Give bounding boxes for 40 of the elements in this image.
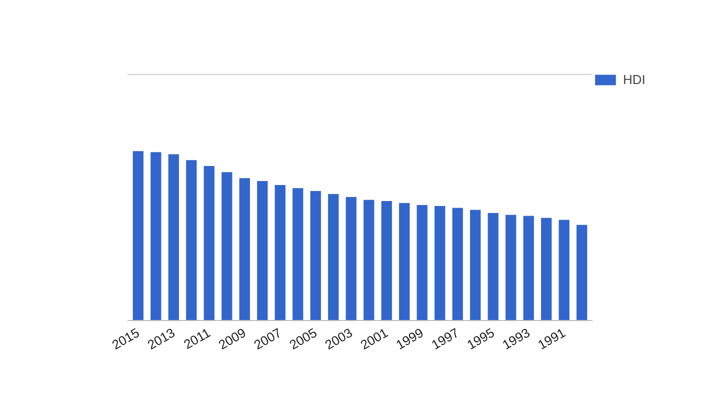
bar [186,160,197,320]
bar [416,205,428,320]
bar [576,224,588,320]
x-tick-label: 2011 [181,325,213,352]
x-tick-label: 2001 [358,325,390,352]
x-tick-label: 1993 [500,325,532,352]
bar [328,194,339,320]
x-tick-label: 2015 [109,325,142,352]
bar [274,185,286,320]
bar [239,178,250,320]
x-tick-label: 2009 [216,325,248,352]
x-tick-label: 1991 [535,325,568,352]
bar [222,172,232,320]
bar [523,216,534,320]
bar [399,202,410,320]
bar [150,152,162,320]
x-tick-label: 1999 [393,325,426,352]
x-tick-label: 2003 [322,325,355,352]
bar [434,206,446,320]
x-tick-label: 1995 [464,325,497,352]
bar [488,212,498,320]
bar [541,218,552,320]
bar [364,200,374,320]
bar [470,210,481,320]
bar [257,180,268,320]
bar [506,214,516,320]
bar [346,197,356,320]
bar [204,166,214,320]
legend-label: HDI [623,72,646,87]
bar [381,200,392,320]
bar [292,188,304,320]
bar [558,220,570,320]
x-tick-label: 2013 [144,325,178,352]
bar [310,190,321,320]
bar [132,151,144,320]
bar [168,154,179,320]
x-tick-label: 2007 [251,325,284,352]
x-tick-label: 2005 [286,325,320,352]
bar [452,208,463,320]
x-tick-label: 1997 [428,325,462,352]
